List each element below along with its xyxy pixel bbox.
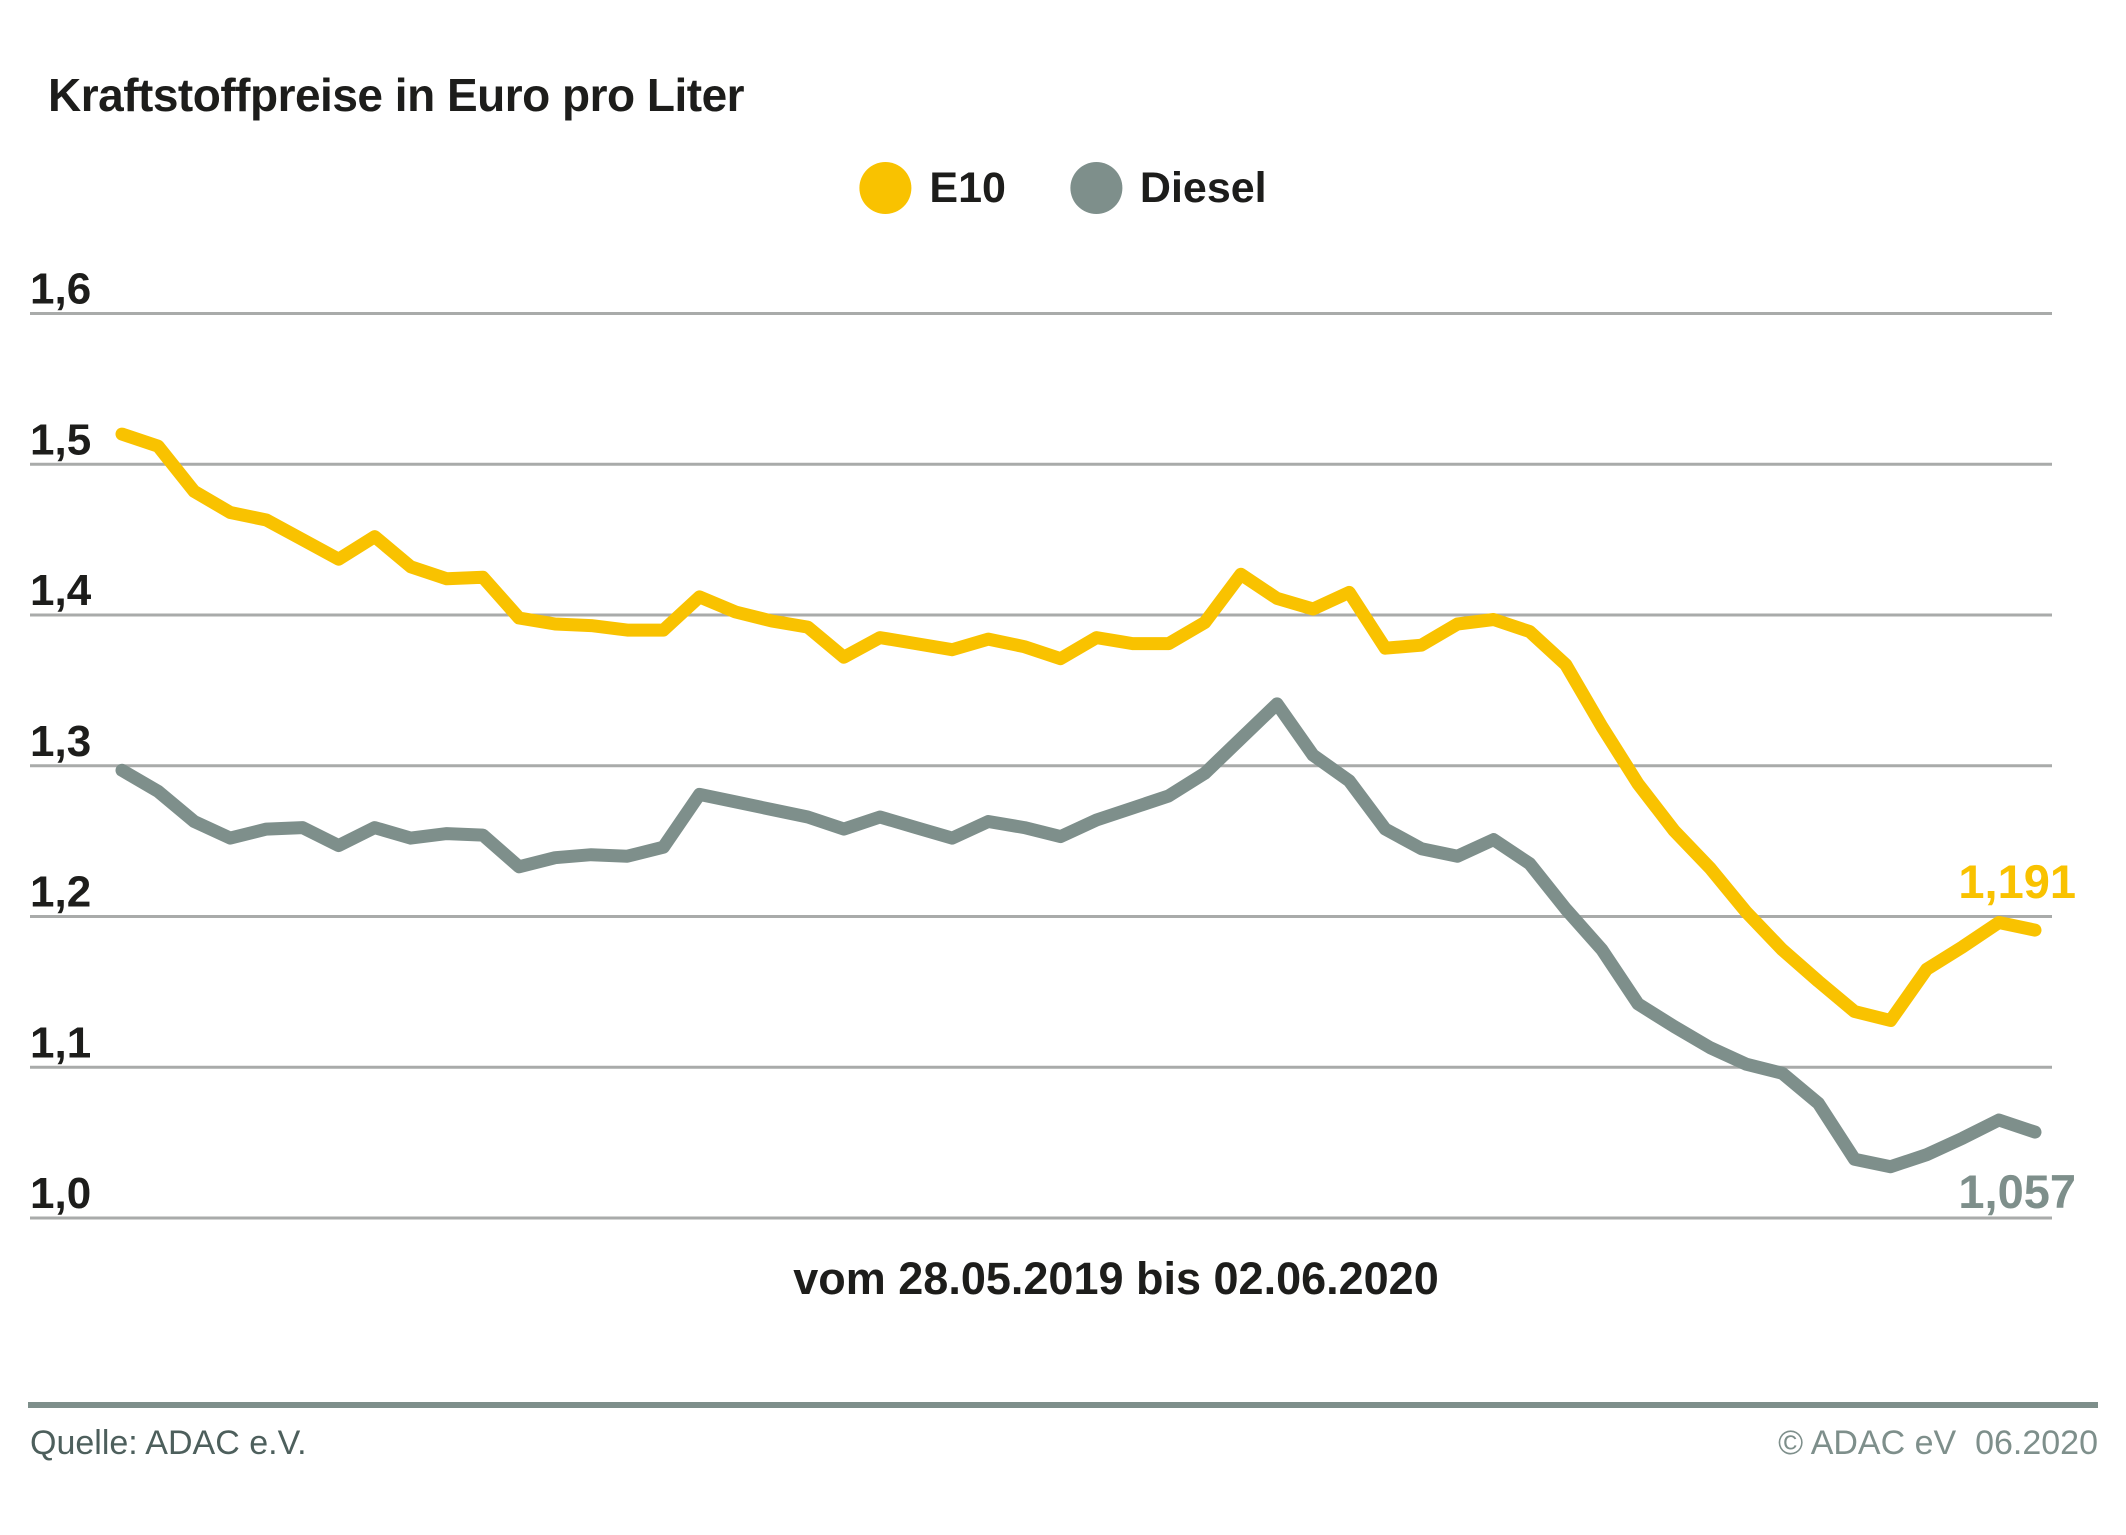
- y-tick-label: 1,4: [30, 566, 92, 615]
- x-axis-caption: vom 28.05.2019 bis 02.06.2020: [793, 1253, 1439, 1304]
- legend-item-diesel: Diesel: [1069, 162, 1267, 214]
- y-tick-label: 1,1: [30, 1018, 91, 1067]
- copyright-text: © ADAC eV 06.2020: [1778, 1424, 2098, 1462]
- y-tick-labels: 1,6 1,5 1,4 1,3 1,2 1,1 1,0: [30, 265, 92, 1219]
- diesel-legend-dot-icon: [1069, 162, 1122, 214]
- source-text: Quelle: ADAC e.V.: [30, 1424, 307, 1462]
- y-tick-label: 1,2: [30, 868, 91, 917]
- y-tick-label: 1,6: [30, 265, 91, 314]
- y-tick-label: 1,0: [30, 1169, 91, 1218]
- e10-legend-dot-icon: [859, 162, 912, 214]
- e10-legend-label: E10: [929, 163, 1006, 212]
- footer-divider: [28, 1402, 2098, 1408]
- y-tick-label: 1,3: [30, 717, 91, 766]
- diesel-line: [115, 697, 2042, 1174]
- e10-line: [115, 427, 2042, 1027]
- e10-end-value-label: 1,191: [1958, 855, 2076, 908]
- y-tick-label: 1,5: [30, 415, 91, 464]
- y-gridlines: [30, 312, 2052, 1220]
- chart-legend: E10 Diesel: [859, 162, 1267, 214]
- diesel-legend-label: Diesel: [1139, 163, 1267, 212]
- diesel-end-value-label: 1,057: [1958, 1165, 2076, 1218]
- chart-title: Kraftstoffpreise in Euro pro Liter: [48, 69, 745, 121]
- legend-item-e10: E10: [859, 162, 1006, 214]
